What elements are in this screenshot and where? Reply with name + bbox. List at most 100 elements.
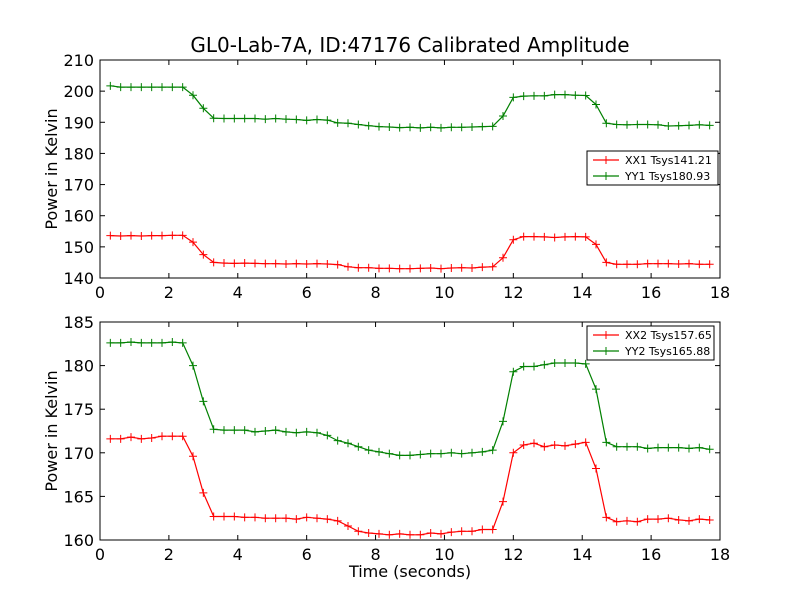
- y-tick-label: 140: [63, 269, 94, 288]
- data-point-marker: [220, 259, 228, 268]
- data-point-marker: [147, 83, 156, 92]
- data-point-marker: [116, 231, 125, 240]
- data-point-marker: [540, 91, 549, 100]
- data-point-marker: [323, 515, 332, 524]
- data-point-marker: [178, 338, 187, 347]
- data-point-marker: [685, 259, 693, 268]
- data-point-marker: [116, 83, 125, 92]
- data-point-marker: [406, 530, 414, 539]
- y-tick-label: 160: [63, 207, 94, 226]
- data-point-marker: [437, 449, 445, 458]
- legend-label: YY1 Tsys180.93: [624, 170, 710, 183]
- data-point-marker: [509, 235, 518, 244]
- data-point-marker: [333, 118, 342, 127]
- data-point-marker: [106, 434, 115, 443]
- data-point-marker: [127, 433, 135, 442]
- data-point-marker: [178, 231, 187, 240]
- data-point-marker: [364, 529, 373, 538]
- data-point-marker: [592, 100, 600, 109]
- data-point-marker: [261, 427, 270, 435]
- legend-label: XX2 Tsys157.65: [625, 329, 712, 342]
- data-point-marker: [488, 262, 497, 271]
- data-point-marker: [344, 119, 352, 128]
- data-point-marker: [540, 442, 549, 451]
- data-point-marker: [623, 120, 631, 129]
- data-point-marker: [561, 441, 569, 450]
- data-point-marker: [178, 432, 187, 441]
- data-point-marker: [333, 436, 342, 445]
- legend: XX2 Tsys157.65 YY2 Tsys165.88: [586, 325, 715, 361]
- data-point-marker: [364, 446, 373, 455]
- x-tick-label: 10: [434, 545, 454, 564]
- data-point-marker: [137, 338, 146, 347]
- data-point-marker: [313, 514, 321, 523]
- data-point-marker: [561, 232, 569, 241]
- data-point-marker: [633, 442, 642, 451]
- data-point-marker: [654, 443, 662, 452]
- x-tick-label: 12: [503, 545, 523, 564]
- data-point-marker: [364, 121, 373, 130]
- data-point-marker: [189, 361, 197, 370]
- series-1: [106, 432, 714, 539]
- series-1: [106, 231, 714, 273]
- data-point-marker: [695, 443, 704, 452]
- data-point-marker: [705, 515, 714, 524]
- data-point-marker: [602, 513, 611, 522]
- data-point-marker: [416, 264, 425, 273]
- data-point-marker: [633, 120, 642, 129]
- data-point-marker: [530, 439, 538, 448]
- data-point-marker: [178, 83, 187, 92]
- data-point-marker: [292, 115, 301, 124]
- data-point-marker: [385, 264, 394, 273]
- data-point-marker: [602, 258, 611, 267]
- data-point-marker: [385, 449, 394, 458]
- x-tick-label: 10: [434, 283, 454, 302]
- data-point-marker: [323, 431, 332, 440]
- data-point-marker: [488, 446, 497, 455]
- data-point-marker: [251, 513, 259, 522]
- data-point-marker: [623, 516, 631, 525]
- data-point-marker: [323, 116, 332, 125]
- data-point-marker: [385, 530, 394, 539]
- data-point-marker: [664, 443, 673, 452]
- data-point-marker: [426, 123, 435, 132]
- data-point-marker: [406, 451, 414, 460]
- data-point-marker: [127, 338, 135, 347]
- legend-marker: [602, 156, 610, 164]
- x-tick-label: 14: [572, 545, 592, 564]
- data-point-marker: [612, 442, 621, 451]
- x-tick-label: 16: [641, 283, 661, 302]
- data-point-marker: [220, 512, 228, 521]
- panel-2: 0 2 4 6 8 10 12 14 16 18 160 165 170 175 180 185 Power i…: [42, 313, 730, 581]
- x-tick-label: 2: [164, 545, 174, 564]
- data-point-marker: [550, 440, 559, 449]
- data-point-marker: [106, 231, 115, 240]
- x-tick-label: 18: [710, 283, 730, 302]
- data-point-marker: [158, 432, 166, 441]
- data-point-marker: [158, 83, 166, 92]
- data-point-marker: [478, 122, 487, 131]
- x-tick-label: 14: [572, 283, 592, 302]
- data-point-marker: [447, 448, 456, 457]
- data-point-marker: [189, 91, 197, 100]
- data-point-marker: [623, 260, 631, 269]
- data-point-marker: [530, 232, 538, 241]
- data-point-marker: [106, 338, 115, 347]
- data-point-marker: [612, 260, 621, 269]
- data-point-marker: [499, 253, 507, 262]
- data-point-marker: [654, 259, 662, 268]
- data-point-marker: [674, 121, 683, 130]
- x-tick-label: 16: [641, 545, 661, 564]
- x-tick-label: 8: [370, 283, 380, 302]
- data-point-marker: [116, 434, 125, 443]
- data-point-marker: [468, 122, 476, 131]
- data-point-marker: [705, 260, 714, 269]
- data-point-marker: [612, 120, 621, 129]
- data-point-marker: [302, 259, 311, 268]
- legend-label: XX1 Tsys141.21: [625, 154, 712, 167]
- data-point-marker: [313, 259, 321, 268]
- data-point-marker: [333, 516, 342, 525]
- data-point-marker: [623, 442, 631, 451]
- data-point-marker: [550, 90, 559, 99]
- data-point-marker: [375, 264, 383, 273]
